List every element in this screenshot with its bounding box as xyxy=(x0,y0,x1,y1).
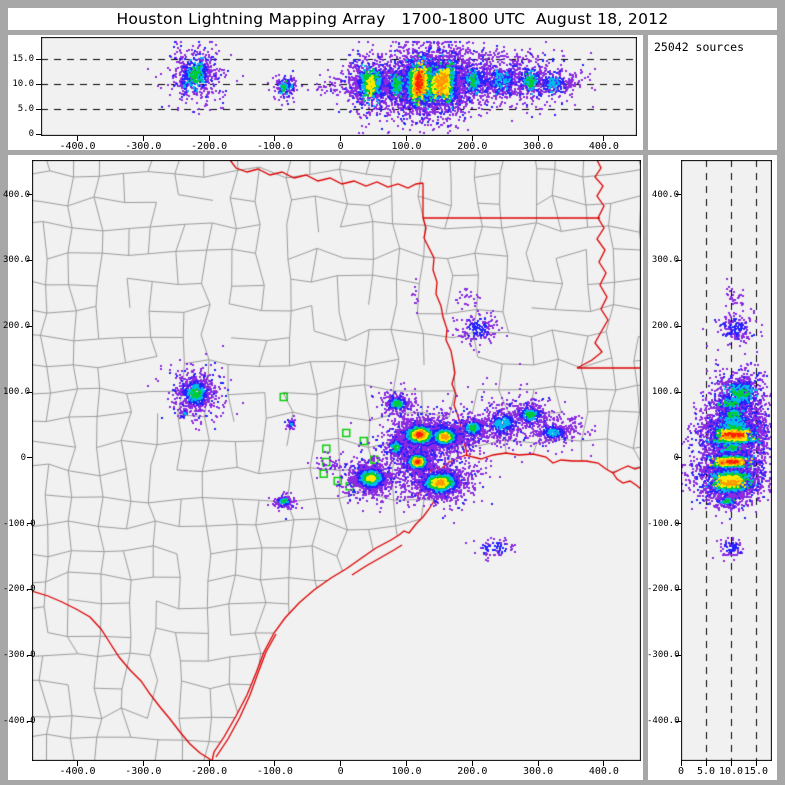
top-x-tick-label: -300.0 xyxy=(125,141,162,152)
right-y-tick xyxy=(676,720,681,722)
top-x-tick-label: -100.0 xyxy=(256,141,293,152)
top-alt-tick xyxy=(36,83,41,85)
map-y-tick xyxy=(27,194,32,196)
top-alt-tick-label: 5.0 xyxy=(17,104,34,114)
map-x-tick xyxy=(537,761,539,766)
source-count-box: 25042 sources xyxy=(648,35,777,150)
map-x-tick xyxy=(603,761,605,766)
map-y-tick xyxy=(27,720,32,722)
top-x-tick xyxy=(208,136,210,141)
right-alt-tick xyxy=(730,761,732,766)
map-x-tick xyxy=(77,761,78,766)
right-alt-tick-label: 10.0 xyxy=(718,766,744,777)
plan-view-map-canvas xyxy=(32,160,641,761)
right-y-tick xyxy=(676,523,681,525)
map-y-tick xyxy=(27,588,32,590)
map-x-tick xyxy=(142,761,144,766)
right-alt-tick xyxy=(680,761,682,766)
map-y-tick-label: -300.0 xyxy=(3,650,36,661)
right-y-tick xyxy=(676,391,681,393)
top-x-tick xyxy=(340,136,342,141)
right-y-tick-label: 100.0 xyxy=(651,387,679,397)
top-x-tick-label: 400.0 xyxy=(588,141,619,152)
map-x-tick xyxy=(208,761,210,766)
top-alt-tick-label: 0 xyxy=(28,129,34,139)
map-y-tick xyxy=(27,259,32,261)
altitude-ew-scatter-canvas xyxy=(41,37,637,136)
top-x-tick xyxy=(537,136,539,141)
map-x-tick-label: 200.0 xyxy=(457,766,488,777)
right-y-tick xyxy=(676,457,681,459)
top-x-tick xyxy=(77,136,78,141)
altitude-ns-scatter-canvas xyxy=(681,160,772,761)
top-x-tick xyxy=(603,136,605,141)
top-alt-tick xyxy=(36,108,41,110)
right-y-tick xyxy=(676,654,681,656)
map-x-tick xyxy=(274,761,276,766)
map-y-tick xyxy=(27,457,32,459)
map-x-tick xyxy=(340,761,342,766)
top-x-tick xyxy=(406,136,407,141)
top-x-tick xyxy=(142,136,144,141)
map-x-tick xyxy=(406,761,407,766)
map-y-tick-label: -200.0 xyxy=(3,584,36,595)
top-alt-tick-label: 15.0 xyxy=(12,54,34,64)
right-y-tick-label: 0 xyxy=(673,452,679,463)
right-alt-tick xyxy=(705,761,707,766)
right-y-tick-label: 400.0 xyxy=(651,189,679,200)
right-alt-tick-label: 0 xyxy=(677,766,685,777)
right-y-tick-label: -400.0 xyxy=(647,716,680,726)
map-x-tick xyxy=(471,761,473,766)
right-y-tick xyxy=(676,325,681,327)
map-x-tick-label: -300.0 xyxy=(125,766,162,777)
map-y-tick xyxy=(27,391,32,393)
right-y-tick-label: 200.0 xyxy=(651,321,679,332)
top-x-tick xyxy=(471,136,473,141)
top-x-tick-label: -400.0 xyxy=(59,141,96,152)
right-y-tick-label: 300.0 xyxy=(651,255,679,266)
top-alt-tick xyxy=(36,133,41,135)
map-y-tick xyxy=(27,654,32,656)
top-x-tick-label: 100.0 xyxy=(391,141,422,152)
map-x-tick-label: 0 xyxy=(337,766,344,777)
map-y-tick-label: 400.0 xyxy=(3,189,31,200)
right-y-tick-label: -100.0 xyxy=(647,518,680,529)
source-count-label: 25042 sources xyxy=(654,40,745,54)
top-alt-tick xyxy=(36,58,41,60)
map-y-tick xyxy=(27,325,32,327)
map-y-tick-label: 100.0 xyxy=(3,387,31,397)
map-y-tick-label: -400.0 xyxy=(3,716,36,726)
top-x-tick xyxy=(274,136,276,141)
page-title: Houston Lightning Mapping Array 1700-180… xyxy=(116,10,669,28)
map-y-tick-label: 300.0 xyxy=(3,255,31,266)
map-y-tick-label: -100.0 xyxy=(3,518,36,529)
right-alt-tick-label: 15.0 xyxy=(743,766,769,777)
top-x-tick-label: 200.0 xyxy=(457,141,488,152)
map-x-tick-label: 100.0 xyxy=(391,766,422,777)
map-y-tick-label: 200.0 xyxy=(3,321,31,332)
top-x-tick-label: 300.0 xyxy=(523,141,554,152)
map-y-tick-label: 0 xyxy=(20,452,26,463)
map-y-tick xyxy=(27,523,32,525)
title-bar: Houston Lightning Mapping Array 1700-180… xyxy=(8,8,777,30)
map-x-tick-label: -200.0 xyxy=(191,766,228,777)
right-y-tick xyxy=(676,259,681,261)
right-y-tick xyxy=(676,194,681,196)
right-y-tick-label: -300.0 xyxy=(647,650,680,661)
right-y-tick-label: -200.0 xyxy=(647,584,680,595)
map-x-tick-label: 400.0 xyxy=(588,766,619,777)
map-x-tick-label: 300.0 xyxy=(523,766,554,777)
map-x-tick-label: -100.0 xyxy=(256,766,293,777)
top-x-tick-label: -200.0 xyxy=(191,141,228,152)
right-y-tick xyxy=(676,588,681,590)
right-alt-tick-label: 5.0 xyxy=(696,766,716,777)
top-x-tick-label: 0 xyxy=(337,141,344,152)
top-alt-tick-label: 10.0 xyxy=(12,79,34,89)
right-alt-tick xyxy=(755,761,757,766)
map-x-tick-label: -400.0 xyxy=(59,766,96,777)
